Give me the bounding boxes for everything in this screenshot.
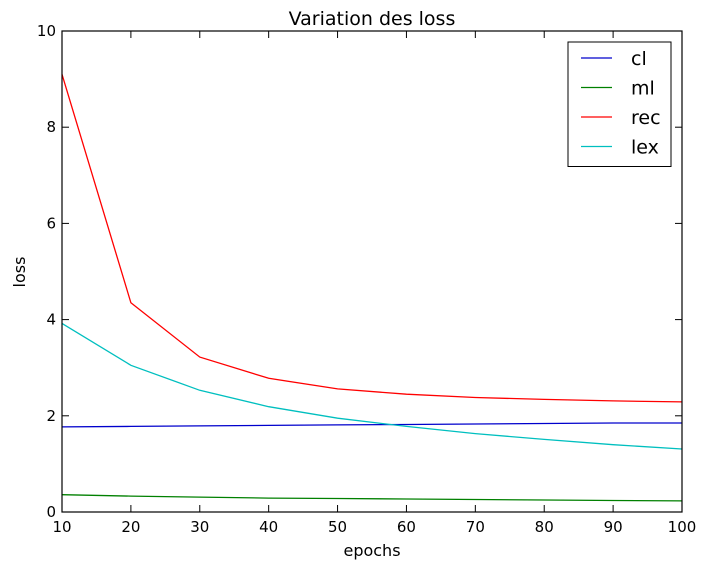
y-tick-label: 10 — [37, 22, 56, 40]
x-tick-label: 20 — [121, 518, 140, 536]
x-tick-label: 90 — [604, 518, 623, 536]
x-tick-label: 50 — [328, 518, 347, 536]
legend-label-cl: cl — [631, 48, 647, 70]
legend-label-ml: ml — [631, 78, 655, 100]
x-tick-label: 80 — [535, 518, 554, 536]
x-tick-label: 60 — [397, 518, 416, 536]
x-tick-label: 70 — [466, 518, 485, 536]
x-tick-label: 30 — [190, 518, 209, 536]
series-layer — [61, 74, 683, 502]
y-tick-label: 6 — [46, 214, 56, 232]
y-tick-label: 2 — [46, 407, 56, 425]
legend-label-lex: lex — [631, 137, 659, 159]
y-tick-label: 4 — [46, 311, 56, 329]
ticks-layer: 10 20 30 40 50 60 70 80 90 100 0 2 4 6 8 10 — [37, 22, 696, 536]
legend-box — [567, 41, 672, 167]
chart-title: Variation des loss — [289, 8, 456, 30]
y-tick-label: 8 — [46, 118, 56, 136]
x-tick-label: 40 — [259, 518, 278, 536]
series-line-rec — [61, 74, 683, 403]
y-axis-label: loss — [10, 257, 29, 288]
series-line-ml — [61, 494, 683, 502]
series-line-cl — [61, 422, 682, 428]
y-tick-label: 0 — [46, 503, 56, 521]
plot-frame — [61, 30, 683, 513]
x-tick-label: 10 — [52, 518, 71, 536]
legend: cl ml rec lex — [567, 41, 672, 167]
legend-label-rec: rec — [631, 107, 661, 129]
x-axis-label: epochs — [343, 541, 400, 560]
series-line-lex — [61, 322, 683, 450]
x-tick-label: 100 — [668, 518, 697, 536]
